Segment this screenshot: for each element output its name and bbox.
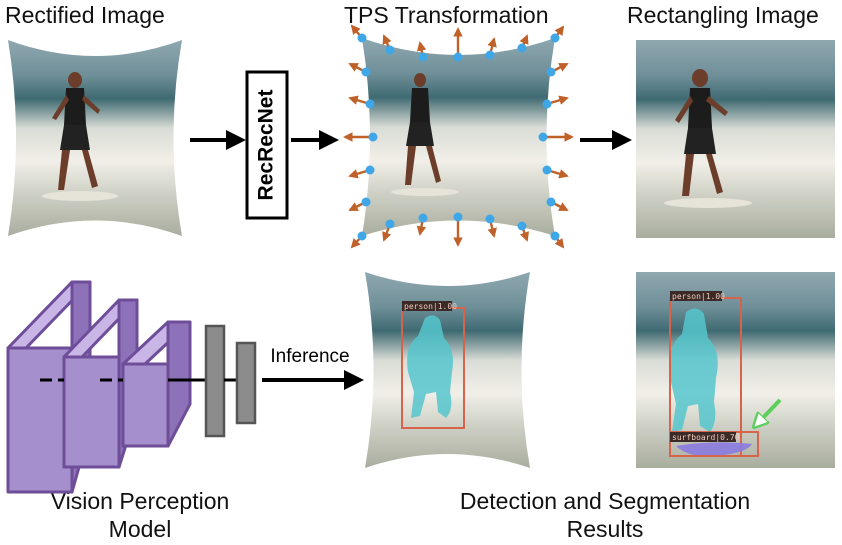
vision-model-caption-line1: Vision Perception <box>50 488 230 514</box>
recrecnet-block: RecRecNet <box>245 70 289 220</box>
fc-layer-2 <box>235 341 257 425</box>
rectified-image-caption: Rectified Image <box>5 2 165 28</box>
cnn-layer-3 <box>121 320 192 448</box>
detection-result-warped: person|1.00 <box>365 272 530 468</box>
person-mask <box>407 315 453 418</box>
detection-caption-line1: Detection and Segmentation <box>459 488 751 514</box>
rectangling-image <box>636 40 835 238</box>
person-mask-right <box>669 308 718 432</box>
surfboard-mask <box>676 442 752 456</box>
vision-model-caption-line2: Model <box>108 516 172 542</box>
inference-label: Inference <box>270 346 349 367</box>
recrecnet-label: RecRecNet <box>255 90 278 201</box>
vision-perception-model <box>6 280 257 494</box>
fc-layer-1 <box>204 324 226 438</box>
rectified-image <box>8 40 182 236</box>
person-label-right: person|1.00 <box>672 292 725 301</box>
detection-caption-line2: Results <box>566 516 644 542</box>
cnn-layer-2 <box>62 298 139 469</box>
rectangling-image-caption: Rectangling Image <box>627 2 819 28</box>
tps-control-points <box>357 33 560 241</box>
tps-transformation-image <box>362 38 555 236</box>
tps-transformation-caption: TPS Transformation <box>344 2 549 28</box>
person-label-middle: person|1.00 <box>404 302 457 311</box>
surfer-figure <box>42 72 118 201</box>
surfboard-highlight-arrow <box>756 398 782 425</box>
detection-result-rectangling: person|1.00 surfboard|0.70 <box>636 272 835 468</box>
surfboard-label: surfboard|0.70 <box>672 433 740 442</box>
